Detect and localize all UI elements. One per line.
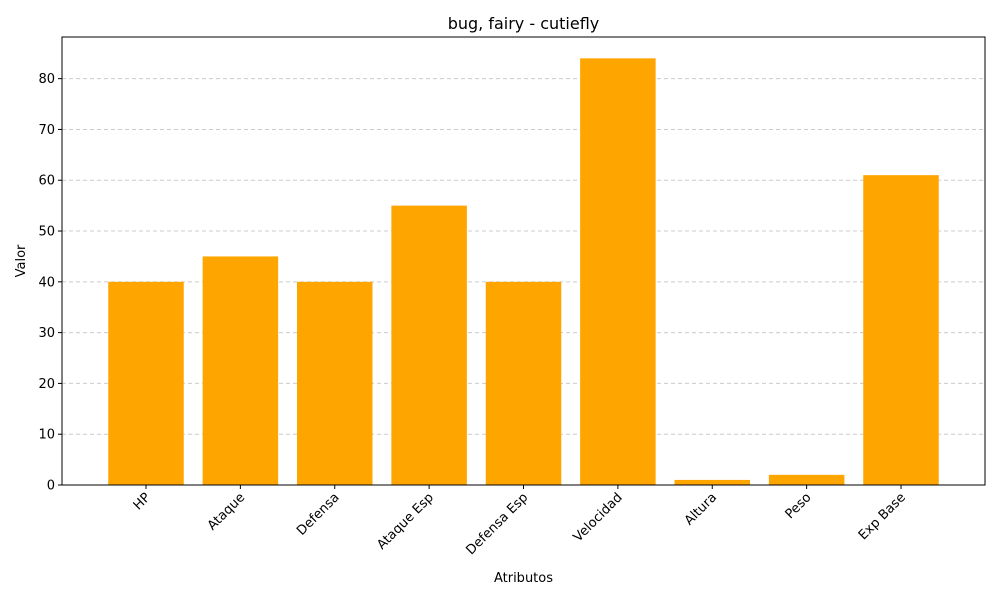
bar <box>580 58 656 485</box>
y-tick-label: 30 <box>38 326 55 341</box>
y-axis-label: Valor <box>14 244 29 277</box>
bar <box>485 281 562 485</box>
y-axis-ticks: 0 10 20 30 40 50 60 70 80 <box>38 72 62 494</box>
y-tick-label: 0 <box>47 479 55 494</box>
y-tick-label: 40 <box>38 275 55 290</box>
bar <box>391 205 467 485</box>
bar <box>296 281 373 485</box>
y-tick-label: 80 <box>38 72 55 87</box>
bar <box>108 281 184 485</box>
y-tick-label: 10 <box>38 428 55 443</box>
bar <box>674 479 751 485</box>
bar <box>768 474 845 485</box>
y-tick-label: 70 <box>38 123 55 138</box>
bar <box>202 256 279 485</box>
y-tick-label: 60 <box>38 174 55 189</box>
x-axis-label: Atributos <box>494 571 553 586</box>
bars <box>108 58 939 485</box>
y-tick-label: 20 <box>38 377 55 392</box>
y-tick-label: 50 <box>38 225 55 240</box>
chart-title: bug, fairy - cutiefly <box>448 14 600 33</box>
bar <box>863 175 939 485</box>
